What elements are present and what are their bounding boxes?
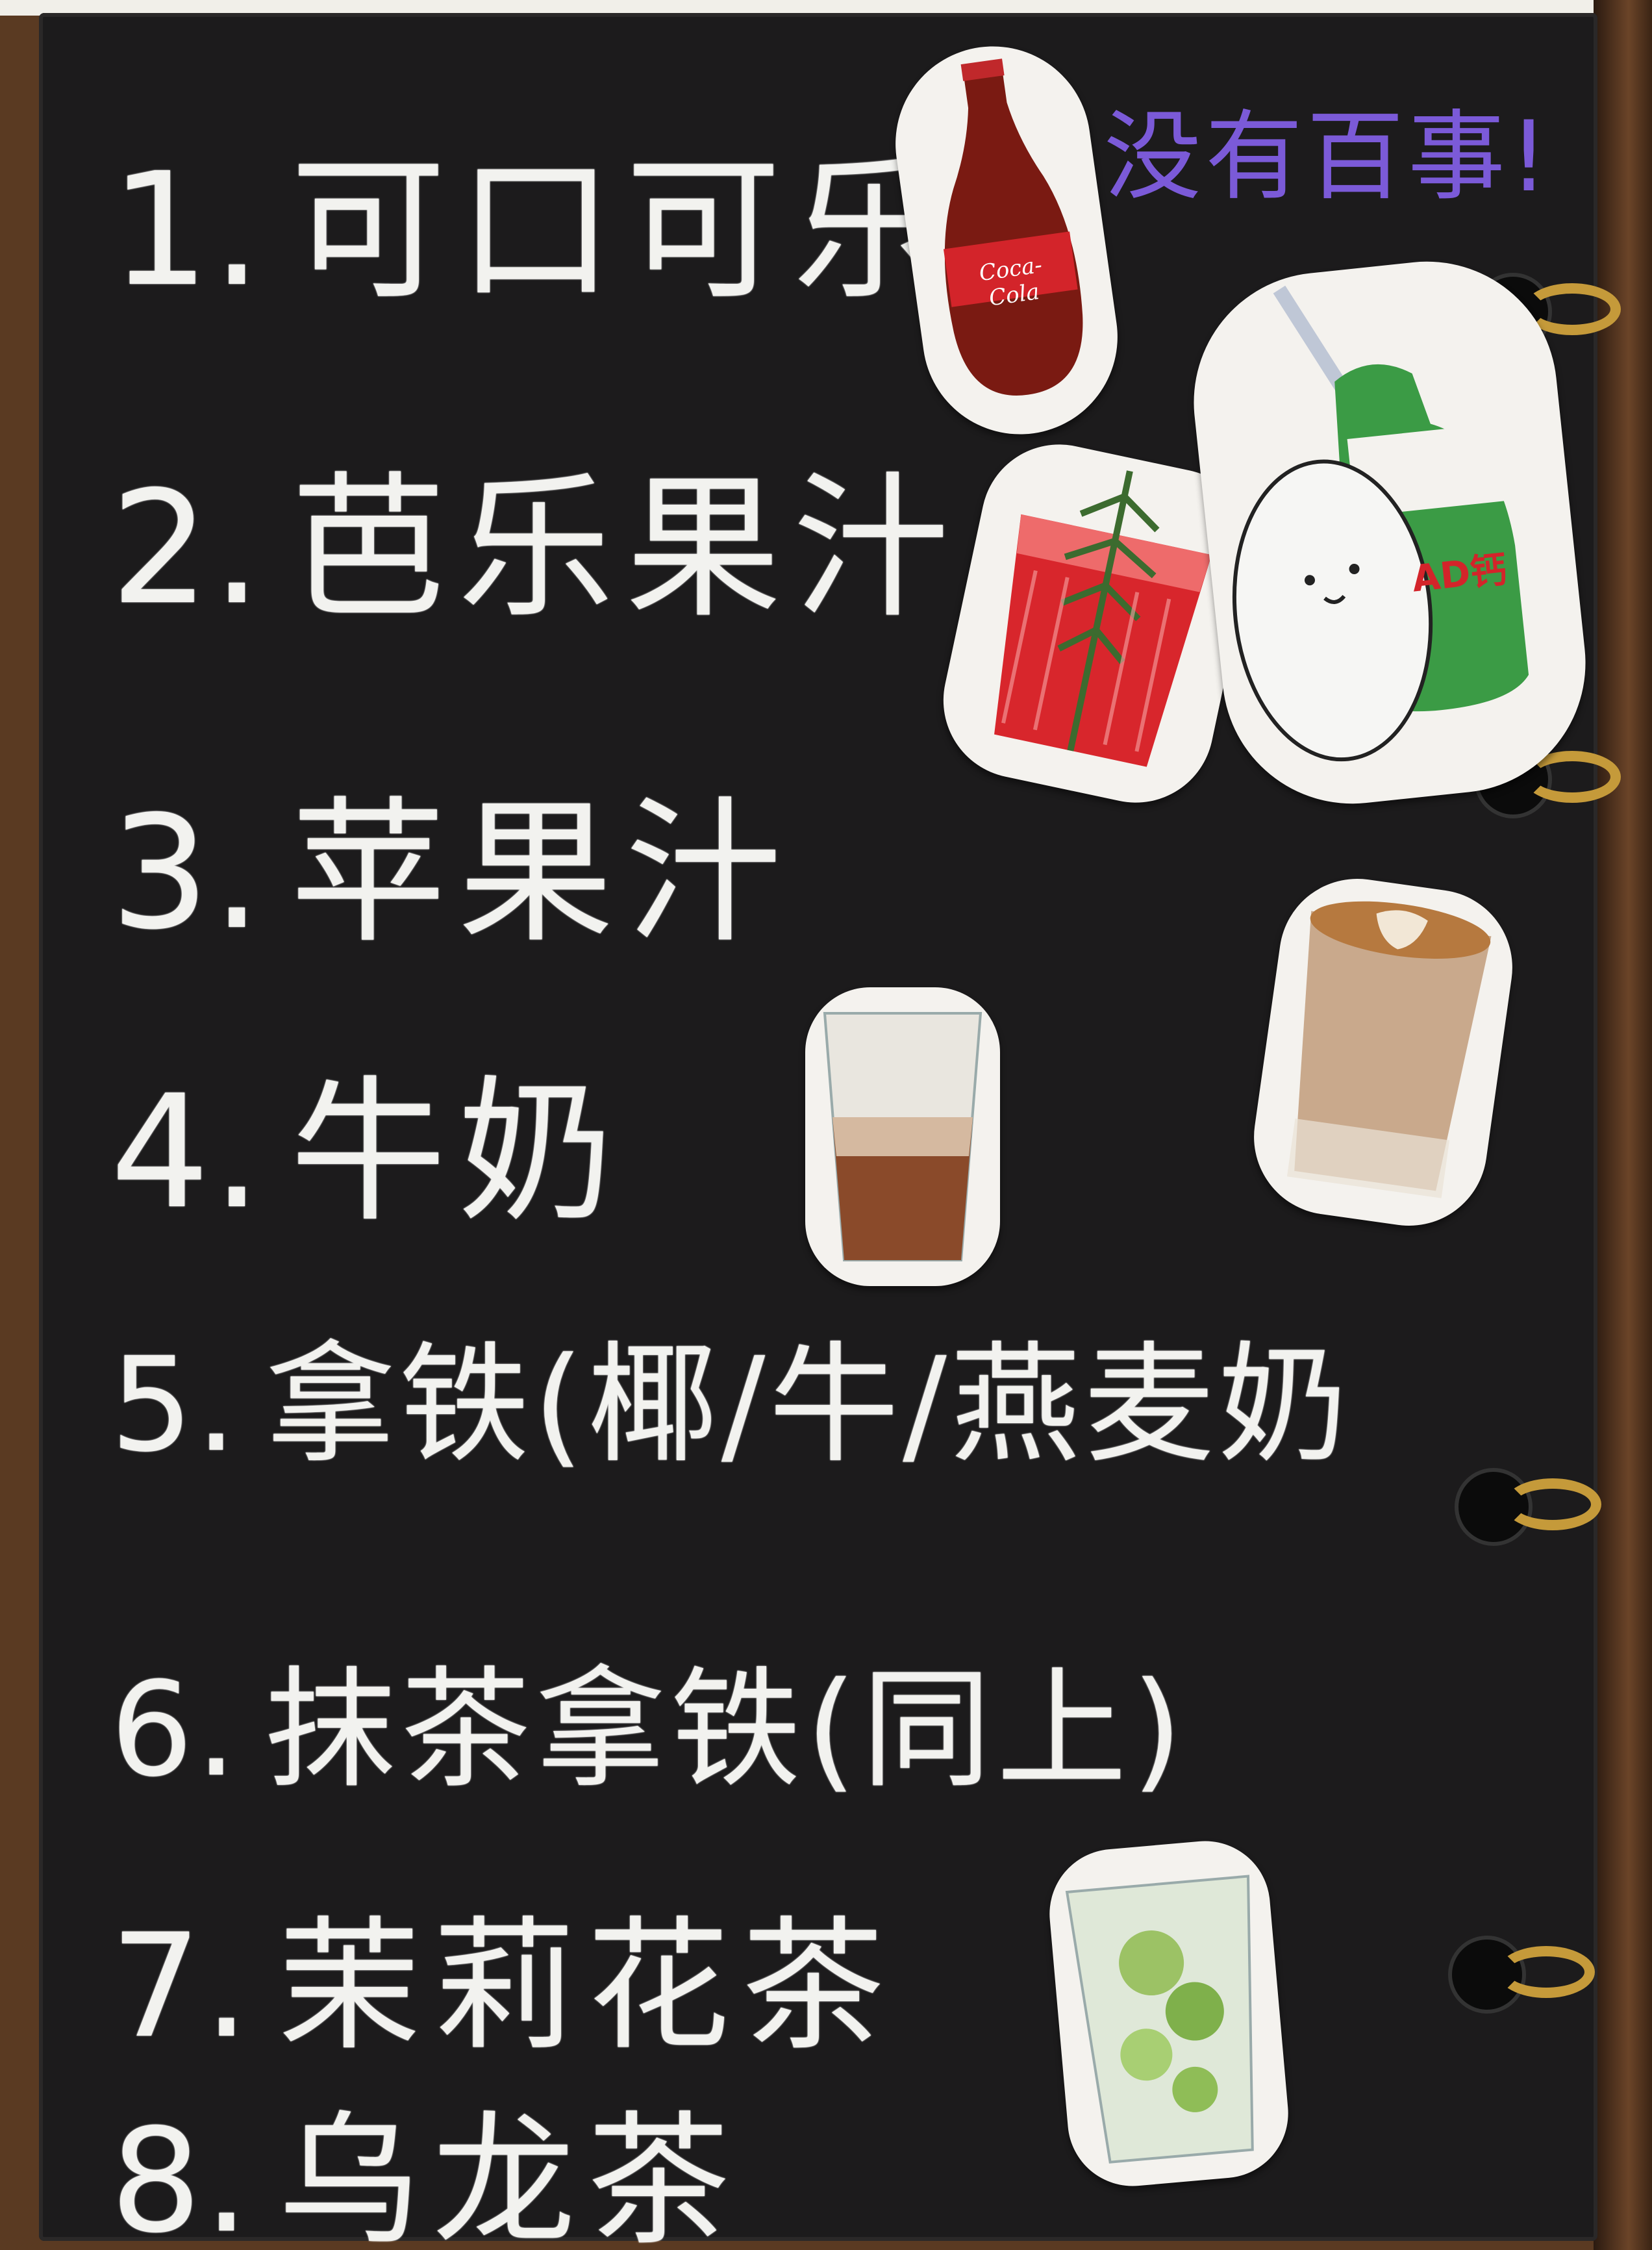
iced-coffee-sticker — [805, 987, 1000, 1286]
menu-item-number: 3. — [110, 782, 264, 964]
menu-item-name: 牛奶 — [290, 1061, 625, 1243]
iced-coffee-icon — [823, 1012, 982, 1261]
menu-item-name: 芭乐果汁 — [290, 457, 960, 639]
guava-juice-sticker — [929, 430, 1266, 817]
menu-item-7: 7. 茉莉花茶 — [110, 1871, 896, 2077]
latte-cup-sticker — [1244, 868, 1523, 1236]
menu-item-6: 6. 抹茶拿铁(同上) — [110, 1624, 1188, 1812]
jasmine-tea-sticker — [1044, 1836, 1294, 2192]
no-pepsi-note: 没有百事! — [1104, 101, 1553, 214]
wooden-table-edge — [1594, 0, 1652, 2250]
binder-ring — [1448, 1936, 1595, 2014]
menu-item-2: 2. 芭乐果汁 — [110, 422, 960, 648]
binder-ring — [1455, 1468, 1601, 1546]
jasmine-tea-icon — [1065, 1875, 1254, 2164]
menu-item-name: 茉莉花茶 — [277, 1903, 896, 2069]
menu-item-name: 乌龙茶 — [277, 2098, 742, 2250]
cola-bottle-sticker: Coca-Cola — [882, 34, 1131, 447]
menu-item-name: 抹茶拿铁(同上) — [265, 1654, 1188, 1806]
menu-item-8: 8. 乌龙茶 — [110, 2066, 742, 2250]
menu-item-number: 6. — [110, 1654, 240, 1806]
menu-item-name: 可口可乐 — [290, 139, 960, 321]
menu-item-4: 4. 牛奶 — [110, 1026, 625, 1252]
menu-item-number: 5. — [110, 1330, 240, 1481]
ad-milk-bottle-icon — [1232, 285, 1529, 762]
menu-item-1: 1. 可口可乐 — [110, 104, 960, 329]
menu-item-number: 8. — [110, 2098, 252, 2250]
menu-item-number: 1. — [110, 139, 264, 321]
ad-milk-label: AD钙 — [1410, 548, 1509, 601]
cola-bottle-icon — [943, 58, 1083, 396]
latte-cup-icon — [1286, 901, 1492, 1198]
menu-item-name: 苹果汁 — [290, 782, 793, 964]
menu-item-5: 5. 拿铁(椰/牛/燕麦奶 — [110, 1299, 1352, 1487]
juice-glass-icon — [994, 470, 1212, 767]
ad-milk-dog-sticker: AD钙 — [1181, 248, 1599, 817]
menu-item-number: 7. — [110, 1903, 252, 2069]
menu-item-number: 4. — [110, 1061, 264, 1243]
menu-item-number: 2. — [110, 457, 264, 639]
menu-item-3: 3. 苹果汁 — [110, 747, 793, 972]
menu-item-name: 拿铁(椰/牛/燕麦奶 — [265, 1330, 1352, 1481]
